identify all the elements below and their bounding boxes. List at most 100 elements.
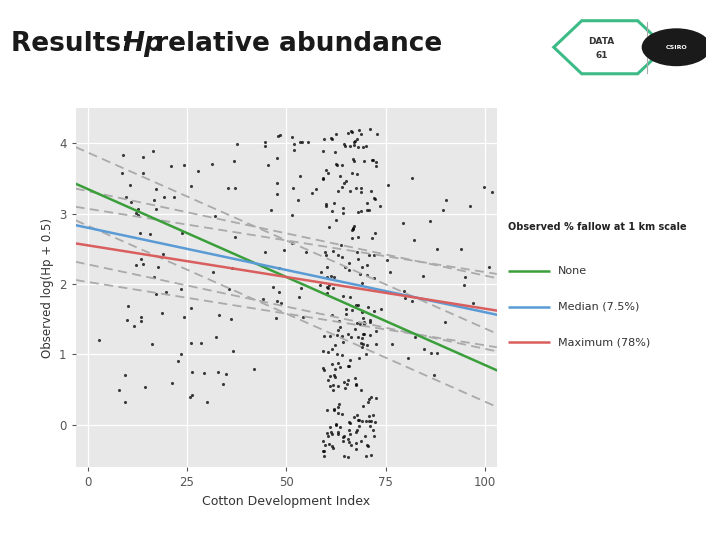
Point — [346, 305, 358, 314]
Point — [322, 347, 333, 356]
Point — [139, 382, 150, 391]
Text: Median (7.5%): Median (7.5%) — [558, 301, 639, 312]
Point — [369, 251, 380, 260]
Point — [371, 158, 382, 166]
Point — [145, 230, 156, 239]
Point — [160, 288, 171, 296]
Point — [369, 431, 380, 440]
Point — [332, 382, 343, 390]
Point — [356, 307, 368, 316]
Point — [370, 327, 382, 335]
Point — [363, 395, 374, 403]
Point — [367, 156, 379, 165]
Point — [338, 452, 350, 461]
Point — [358, 157, 369, 165]
Point — [348, 141, 360, 150]
Point — [328, 370, 340, 379]
Point — [323, 222, 334, 231]
Point — [449, 300, 461, 309]
Point — [364, 315, 376, 324]
Point — [342, 361, 354, 370]
Point — [122, 302, 134, 310]
Point — [329, 341, 341, 349]
Circle shape — [642, 28, 711, 66]
Point — [130, 208, 142, 217]
Point — [324, 372, 336, 381]
Point — [338, 377, 349, 386]
Point — [332, 251, 343, 259]
Point — [195, 338, 207, 347]
Point — [271, 296, 282, 305]
Point — [259, 138, 271, 146]
Point — [314, 281, 325, 289]
Point — [323, 281, 335, 290]
Point — [120, 193, 132, 201]
Point — [333, 403, 344, 411]
Point — [356, 343, 367, 352]
Point — [326, 345, 338, 353]
Point — [201, 398, 212, 407]
Point — [124, 180, 135, 189]
Point — [351, 380, 362, 389]
Point — [327, 381, 338, 389]
Point — [128, 322, 140, 330]
Point — [286, 211, 297, 219]
Point — [206, 160, 217, 168]
Point — [352, 207, 364, 216]
Point — [153, 263, 164, 272]
Point — [351, 135, 362, 144]
Point — [318, 174, 329, 183]
Point — [227, 264, 238, 272]
Point — [386, 340, 397, 348]
Point — [343, 426, 355, 435]
Point — [168, 193, 179, 202]
Text: relative abundance: relative abundance — [146, 31, 442, 57]
Point — [348, 222, 359, 231]
Point — [351, 410, 363, 419]
Point — [343, 362, 355, 370]
Point — [348, 413, 360, 422]
Point — [361, 341, 373, 349]
Point — [337, 209, 348, 218]
Point — [347, 224, 359, 232]
Point — [320, 201, 332, 210]
Point — [356, 262, 368, 271]
Point — [258, 248, 270, 256]
Point — [271, 154, 282, 163]
Point — [329, 365, 341, 374]
Text: Hp: Hp — [122, 31, 163, 57]
Point — [332, 186, 343, 195]
Point — [359, 431, 371, 440]
Point — [343, 438, 354, 447]
Point — [464, 201, 476, 210]
Point — [311, 185, 323, 193]
Point — [158, 193, 170, 201]
Point — [346, 226, 357, 234]
Point — [179, 313, 190, 322]
Point — [353, 126, 364, 134]
Point — [302, 137, 313, 146]
Point — [361, 416, 372, 425]
Point — [213, 311, 225, 320]
Point — [332, 326, 343, 335]
Point — [319, 247, 330, 256]
Point — [361, 452, 372, 461]
Point — [186, 391, 197, 400]
Point — [372, 129, 383, 138]
Point — [441, 195, 452, 204]
Point — [370, 162, 382, 171]
Point — [231, 139, 243, 148]
Point — [185, 303, 197, 312]
Point — [330, 420, 342, 428]
Point — [289, 140, 300, 149]
Point — [186, 367, 198, 376]
Point — [274, 130, 286, 139]
Point — [364, 331, 375, 340]
Point — [273, 264, 284, 273]
Point — [330, 159, 341, 168]
Point — [272, 132, 284, 140]
Point — [326, 207, 338, 215]
Point — [331, 350, 343, 359]
Point — [333, 428, 344, 437]
Point — [345, 355, 356, 364]
